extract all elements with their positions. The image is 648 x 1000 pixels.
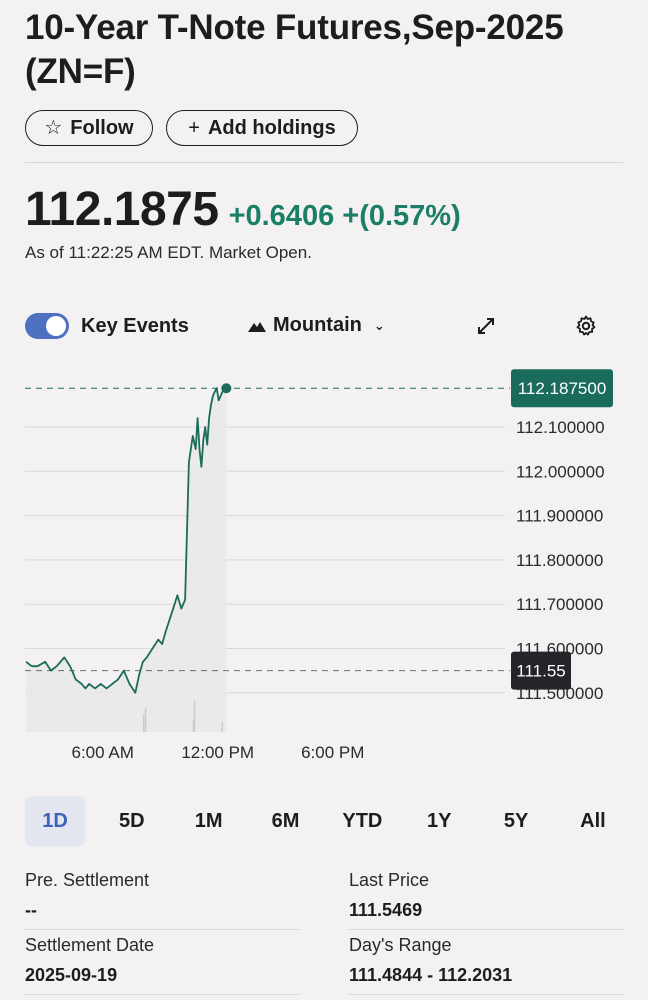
x-tick-label: 6:00 PM <box>301 743 364 762</box>
stat-label: Settlement Date <box>25 935 155 955</box>
follow-button[interactable]: ☆ Follow <box>25 110 153 146</box>
y-tick-label: 112.100000 <box>516 418 605 437</box>
volume-bar <box>221 721 224 732</box>
stat-value: -- <box>25 900 300 930</box>
volume-bar <box>193 700 196 732</box>
x-tick-label: 6:00 AM <box>71 743 133 762</box>
previous-close-tag <box>511 651 571 690</box>
current-price-tag <box>511 369 613 408</box>
price-line <box>25 387 227 694</box>
current-price: 112.1875 <box>25 183 219 236</box>
volume-bar <box>142 714 145 732</box>
add-holdings-button[interactable]: + Add holdings <box>166 110 358 146</box>
volume-bar <box>192 719 195 732</box>
previous-close-tag-label: 111.55 <box>516 662 565 681</box>
add-holdings-label: Add holdings <box>207 116 336 139</box>
follow-label: Follow <box>70 116 134 139</box>
range-button-1d[interactable]: 1D <box>25 796 85 846</box>
range-button-1m[interactable]: 1M <box>194 809 223 832</box>
stat-days-range: Day's Range 111.4844 - 112.2031 <box>349 935 624 995</box>
gear-icon[interactable] <box>574 314 598 338</box>
price-change: +0.6406 +(0.57%) <box>228 200 461 232</box>
market-time: As of 11:22:25 AM EDT. Market Open. <box>25 243 312 262</box>
mountain-icon <box>248 321 266 332</box>
price-area-fill <box>26 388 227 732</box>
stat-last-price: Last Price 111.5469 <box>349 870 624 930</box>
stat-value: 111.4844 - 112.2031 <box>349 965 624 995</box>
toggle-knob <box>46 316 66 336</box>
stat-pre-settlement: Pre. Settlement -- <box>25 870 300 930</box>
range-button-1y[interactable]: 1Y <box>426 809 452 832</box>
stat-label: Day's Range <box>349 935 452 955</box>
stat-settlement-date: Settlement Date 2025-09-19 <box>25 935 300 995</box>
range-button-5d[interactable]: 5D <box>119 809 145 832</box>
range-button-5y[interactable]: 5Y <box>503 809 529 832</box>
expand-icon[interactable] <box>474 314 498 338</box>
price-chart[interactable]: 112.100000 112.000000 111.900000 111.800000… <box>0 360 648 780</box>
stat-value: 2025-09-19 <box>25 965 300 995</box>
divider <box>25 162 623 163</box>
chevron-down-icon: ⌄ <box>373 317 385 333</box>
current-price-tag-label: 112.187500 <box>518 379 607 398</box>
last-price-marker <box>221 383 232 394</box>
key-events-label: Key Events <box>81 315 189 337</box>
range-selector: 1D 5D 1M 6M YTD 1Y 5Y All <box>25 796 623 846</box>
stat-label: Pre. Settlement <box>25 870 150 890</box>
stat-label: Last Price <box>349 870 430 890</box>
stat-value: 111.5469 <box>349 900 624 930</box>
y-tick-label: 111.900000 <box>516 507 603 526</box>
range-button-all[interactable]: All <box>580 809 606 832</box>
key-events-toggle[interactable] <box>25 313 69 339</box>
chart-type-dropdown[interactable]: Mountain ⌄ <box>247 314 385 337</box>
volume-bar <box>144 707 147 732</box>
x-tick-label: 12:00 PM <box>181 743 254 762</box>
page-title: 10-Year T-Note Futures,Sep-2025 (ZN=F) <box>25 8 564 91</box>
y-tick-label: 112.000000 <box>516 462 605 481</box>
star-icon: ☆ <box>44 117 63 139</box>
quote-row: 112.1875 +0.6406 +(0.57%) <box>25 182 461 237</box>
plus-icon: + <box>188 117 200 139</box>
chart-toolbar: Key Events Mountain ⌄ <box>25 308 623 344</box>
y-tick-label: 111.800000 <box>516 551 603 570</box>
y-tick-label: 111.700000 <box>516 595 603 614</box>
range-button-ytd[interactable]: YTD <box>342 809 383 832</box>
range-button-6m[interactable]: 6M <box>271 809 300 832</box>
chart-type-label: Mountain <box>273 314 362 336</box>
